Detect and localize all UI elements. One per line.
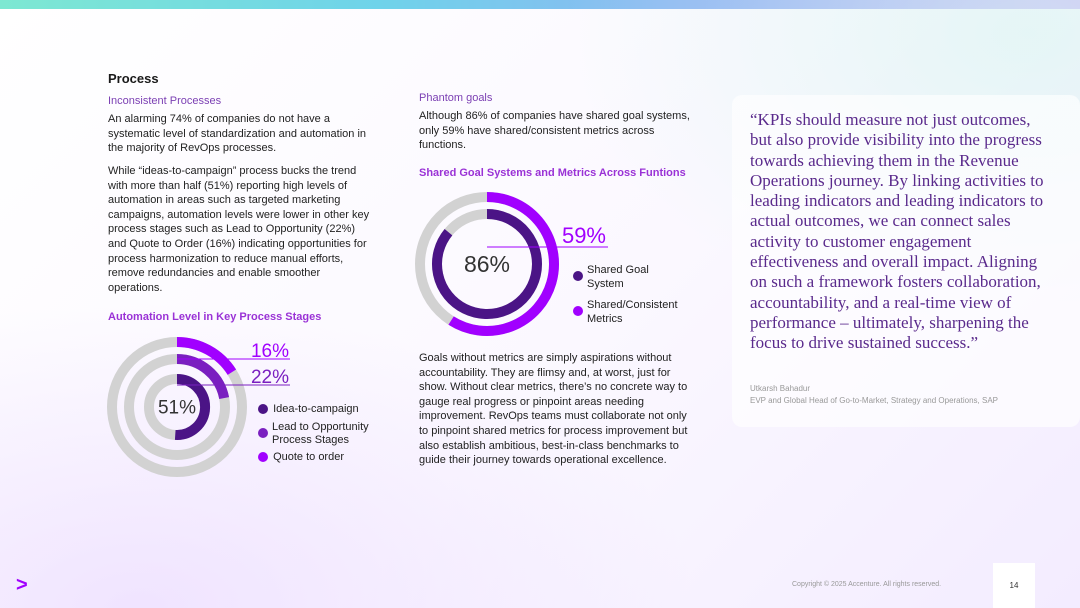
background-wash [0, 300, 700, 608]
page-number: 14 [993, 563, 1035, 608]
copyright-text: Copyright © 2025 Accenture. All rights r… [792, 581, 942, 588]
donut-arc-1 [432, 209, 542, 319]
quote-text: “KPIs should measure not just outcomes, … [750, 110, 1044, 353]
left-paragraph-1: An alarming 74% of companies do not have… [108, 113, 367, 155]
legend-item-idea-to-campaign: Idea-to-campaign [258, 403, 388, 417]
legend-dot-icon [258, 404, 268, 415]
legend-item-shared-metrics: Shared/Consistent Metrics [573, 299, 703, 326]
left-paragraph-2: While “ideas-to-campaign” process bucks … [108, 165, 370, 294]
donut-arc-3 [176, 337, 237, 376]
left-chart-title: Automation Level in Key Process Stages [108, 311, 322, 323]
quote-card [732, 95, 1080, 427]
center-value-label: 51% [158, 398, 196, 419]
quote-author-role: EVP and Global Head of Go-to-Market, Str… [750, 396, 998, 405]
accenture-logo-icon: > [16, 574, 28, 596]
donut-arc-2 [448, 192, 559, 336]
legend-item-quote-to-order: Quote to order [258, 451, 388, 465]
donut-arc-1 [174, 373, 211, 440]
legend-label: Idea-to-campaign [273, 403, 359, 415]
middle-paragraph-1: Although 86% of companies have shared go… [419, 110, 690, 152]
legend-label: Shared/Consistent Metrics [587, 299, 678, 325]
top-accent-bar [0, 0, 1080, 9]
legend-item-shared-goal-system: Shared Goal System [573, 264, 703, 291]
legend-label: Shared Goal System [587, 264, 649, 290]
quote-attribution: Utkarsh Bahadur EVP and Global Head of G… [750, 383, 998, 407]
middle-subtitle: Phantom goals [419, 92, 493, 104]
legend-item-lead-to-opportunity: Lead to Opportunity Process Stages [258, 421, 388, 448]
legend-dot-icon [258, 427, 268, 438]
value-label: 22% [251, 367, 289, 388]
donut-arc-2 [176, 354, 230, 400]
quote-author-name: Utkarsh Bahadur [750, 384, 811, 393]
legend-dot-icon [573, 306, 583, 316]
legend-dot-icon [258, 451, 268, 462]
value-label: 59% [562, 223, 606, 248]
middle-chart-title: Shared Goal Systems and Metrics Across F… [419, 167, 686, 179]
value-label: 16% [251, 341, 289, 362]
left-chart-legend: Idea-to-campaign Lead to Opportunity Pro… [258, 403, 388, 464]
middle-paragraph-2: Goals without metrics are simply aspirat… [419, 352, 688, 467]
center-value-label: 86% [464, 251, 510, 277]
legend-dot-icon [573, 271, 583, 281]
legend-label: Lead to Opportunity Process Stages [272, 420, 369, 447]
legend-label: Quote to order [273, 450, 344, 463]
section-title: Process [108, 71, 159, 86]
automation-level-chart: 51% 16% 22% [107, 337, 290, 477]
shared-goals-chart: 86% 59% [415, 192, 608, 336]
left-subtitle: Inconsistent Processes [108, 95, 222, 107]
middle-chart-legend: Shared Goal System Shared/Consistent Met… [573, 264, 703, 326]
